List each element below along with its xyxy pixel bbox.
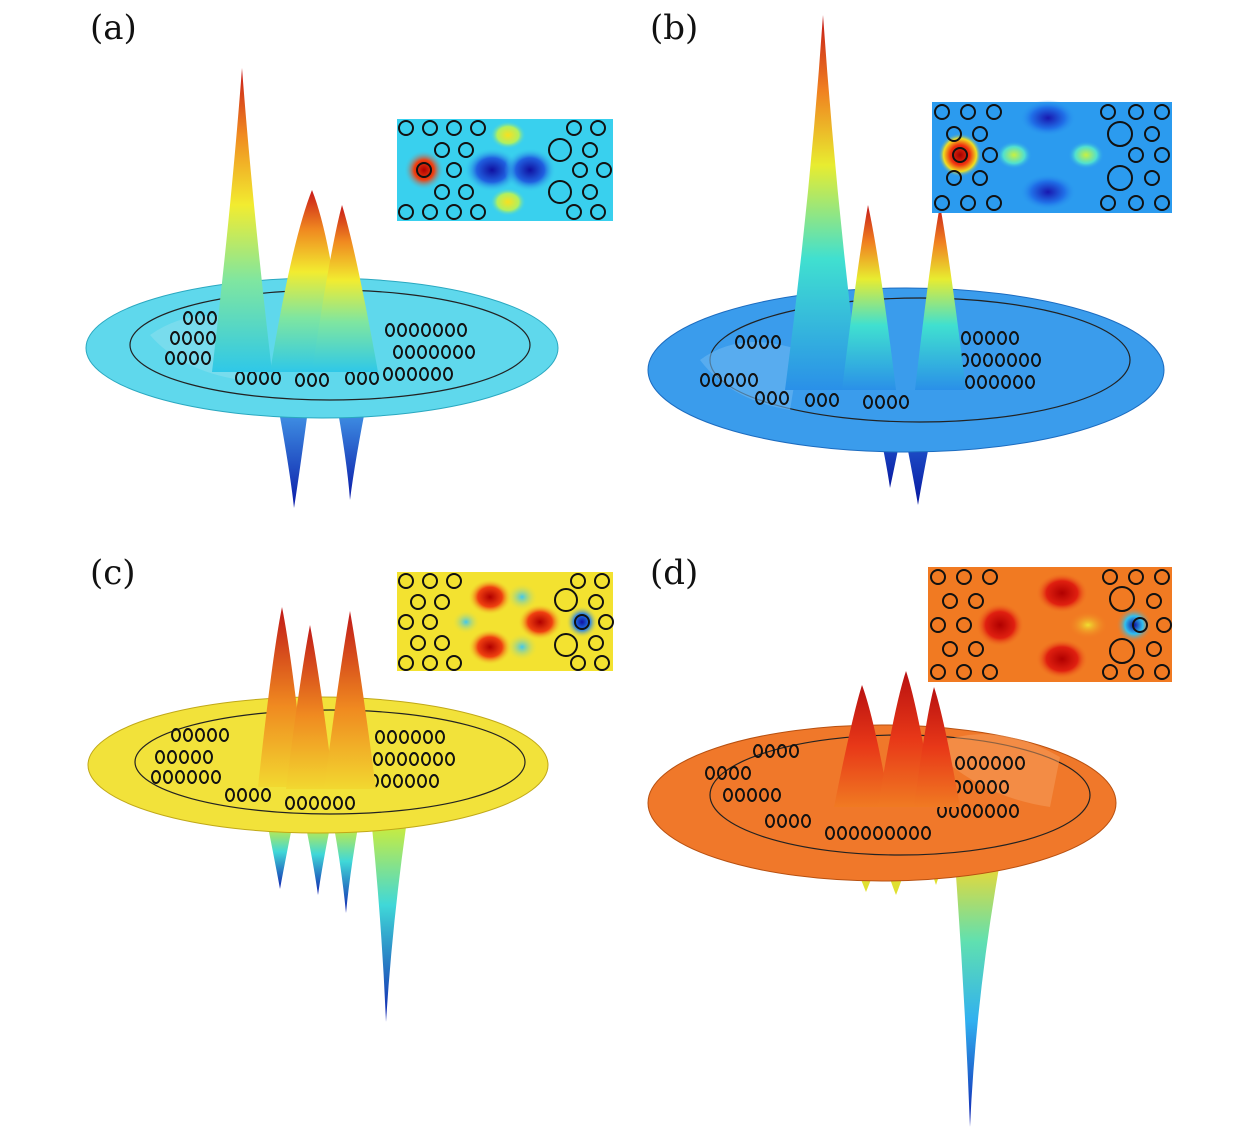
inset-field-map [397,572,614,671]
negative-peak [306,827,330,895]
panel-d: (d) [630,553,1260,1134]
panel-b: (b) [630,0,1260,567]
negative-peak [955,862,1000,1127]
panel-d-graphic [647,567,1172,1127]
negative-peak [334,827,358,913]
positive-peak [834,685,890,807]
positive-peak [914,687,960,807]
photonic-crystal-holes [705,744,1025,840]
positive-peak [324,611,376,789]
panel-a-graphic [85,68,613,508]
negative-peak [335,395,368,500]
panel-b-graphic [647,15,1172,505]
negative-peak [372,827,406,1022]
photonic-crystal-holes [151,728,455,810]
photonic-crystal-holes [165,311,475,387]
positive-peak [915,205,966,390]
panel-label-c: (c) [90,553,136,593]
positive-peak [842,205,896,390]
panel-a: (a) [0,0,630,567]
inset-field-map [397,119,613,221]
inset-field-map [928,567,1172,682]
positive-peak [212,68,272,372]
plate [647,287,1165,453]
inset-field-map [932,100,1172,213]
negative-peak [268,827,292,889]
panel-label-a: (a) [90,8,137,48]
panel-c-graphic [87,572,614,1022]
positive-peak [312,205,378,372]
positive-peak [286,625,334,789]
panel-c: (c) [0,553,630,1134]
plate-inner-ring [134,709,526,815]
positive-peak [785,15,860,390]
panel-label-d: (d) [650,553,699,593]
negative-peak [276,395,310,508]
panel-label-b: (b) [650,8,699,48]
